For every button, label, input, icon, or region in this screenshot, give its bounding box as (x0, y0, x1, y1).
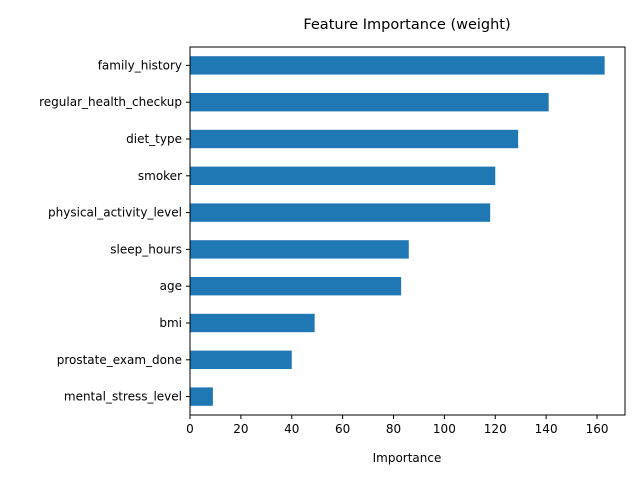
x-tick-label: 160 (586, 422, 609, 436)
x-tick-label: 100 (433, 422, 456, 436)
bar-bmi (190, 313, 315, 333)
x-axis-title: Importance (373, 451, 442, 465)
y-tick-label: family_history (98, 58, 182, 72)
y-axis: family_history regular_health_checkupdiet… (39, 58, 190, 404)
y-tick-label: diet_type (126, 132, 182, 146)
x-tick-label: 140 (535, 422, 558, 436)
y-tick-label: regular_health_checkup (39, 95, 182, 109)
y-tick-label: sleep_hours (110, 242, 182, 256)
bars-group (190, 56, 605, 406)
bar-regular-health-checkup (190, 93, 549, 112)
bar-mental-stress-level (190, 387, 213, 406)
x-tick-label: 80 (386, 422, 401, 436)
y-tick-label: bmi (159, 316, 182, 330)
x-tick-label: 40 (284, 422, 299, 436)
chart-title: Feature Importance (weight) (303, 17, 510, 33)
bar-diet-type (190, 129, 519, 149)
bar-prostate-exam-done (190, 350, 292, 369)
bar-smoker (190, 166, 496, 185)
x-tick-label: 120 (484, 422, 507, 436)
y-tick-label: physical_activity_level (48, 206, 182, 220)
bar-physical-activity-level (190, 203, 491, 222)
bar-family-history (190, 56, 605, 75)
y-tick-label: age (160, 279, 182, 293)
x-tick-label: 20 (233, 422, 248, 436)
bar-age (190, 277, 402, 296)
y-tick-label: smoker (138, 169, 182, 183)
y-tick-label: prostate_exam_done (57, 353, 182, 367)
bar-sleep-hours (190, 240, 409, 259)
x-tick-label: 0 (186, 422, 194, 436)
plot-frame (189, 46, 626, 416)
x-axis: 0 20 40 60 80 100 120 140 160 (186, 415, 608, 436)
x-tick-label: 60 (335, 422, 350, 436)
y-tick-label: mental_stress_level (64, 390, 182, 404)
